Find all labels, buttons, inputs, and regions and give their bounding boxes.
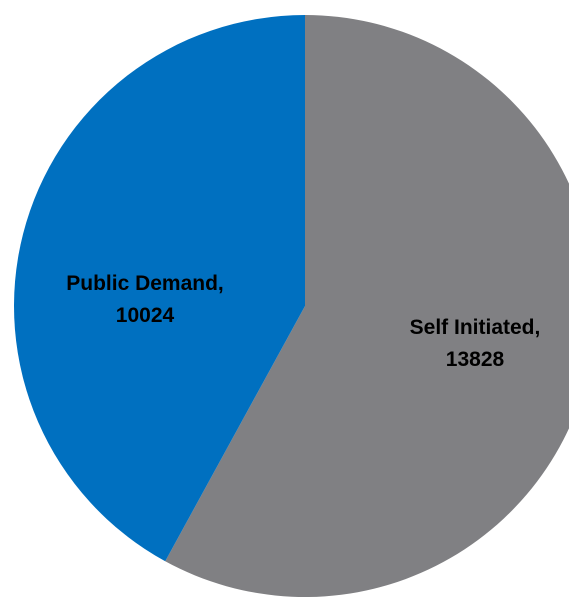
data-label-category: Public Demand, [66, 272, 224, 295]
pie-slices [14, 15, 569, 597]
data-label-self-initiated: Self Initiated, 13828 [410, 316, 541, 371]
data-label-value: 10024 [116, 304, 175, 327]
data-label-public-demand: Public Demand, 10024 [66, 272, 224, 327]
pie-slice-public-demand [14, 15, 306, 562]
data-label-value: 13828 [446, 348, 505, 371]
pie-slice-self-initiated [165, 15, 569, 597]
pie-data-labels: Self Initiated, 13828 Public Demand, 10024 [66, 272, 540, 371]
data-label-category: Self Initiated, [410, 316, 541, 339]
